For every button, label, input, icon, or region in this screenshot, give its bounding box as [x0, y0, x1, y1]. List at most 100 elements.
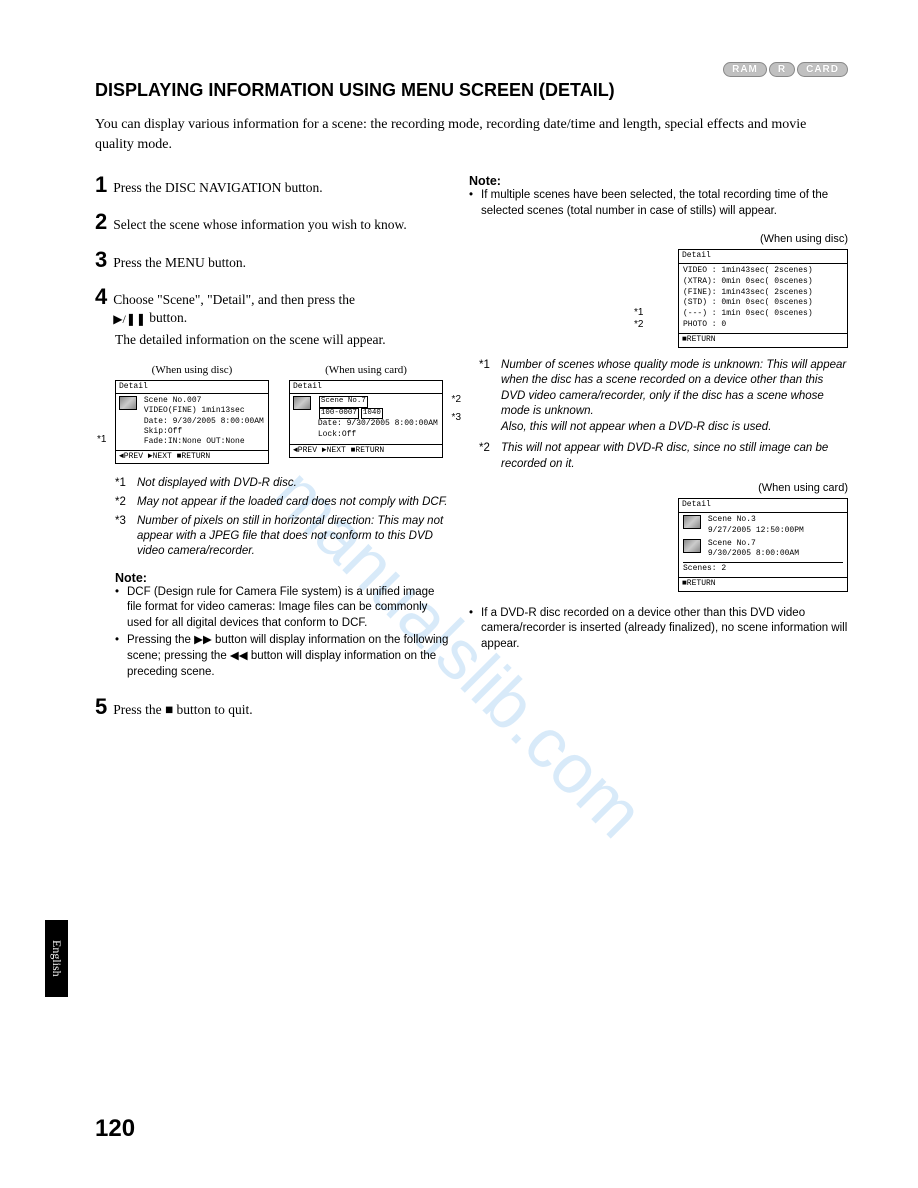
right-disc-body: VIDEO : 1min43sec( 2scenes) (XTRA): 0min…: [679, 264, 847, 333]
step-1-text: Press the DISC NAVIGATION button.: [113, 174, 322, 197]
disc-diagram-wrap: (When using disc) Detail Scene No.007 VI…: [115, 364, 269, 465]
left-note-hdr: Note:: [115, 571, 449, 585]
card-l2a: 100-0007: [319, 408, 359, 420]
card-label: (When using card): [289, 364, 443, 376]
step-4-sub: The detailed information on the scene wi…: [115, 331, 449, 349]
disc-l1: Scene No.007: [144, 396, 202, 405]
card-l1-box: Scene No.7: [319, 396, 368, 408]
rc-l3: Scene No.7: [708, 539, 756, 548]
left-column: 1 Press the DISC NAVIGATION button. 2 Se…: [95, 174, 449, 733]
page-number: 120: [95, 1115, 135, 1143]
step-4-text: Choose "Scene", "Detail", and then press…: [113, 286, 355, 327]
bullet-icon: •: [115, 585, 127, 632]
badge-ram: RAM: [723, 62, 767, 77]
final-note-text: If a DVD-R disc recorded on a device oth…: [481, 606, 848, 653]
rd-l6: PHOTO : 0: [683, 320, 843, 331]
card-thumb-1-icon: [683, 515, 701, 529]
rd-l1: VIDEO : 1min43sec( 2scenes): [683, 266, 843, 277]
fn3-mark: *3: [115, 514, 137, 559]
right-card-caption: (When using card): [469, 482, 848, 494]
step-4-btn-word: button.: [149, 310, 187, 325]
intro-text: You can display various information for …: [95, 115, 848, 154]
step-3-text: Press the MENU button.: [113, 249, 246, 272]
callout-star2-left: *2: [452, 394, 461, 405]
card-footer: ◄PREV ►NEXT ■RETURN: [290, 444, 442, 457]
step-num-5: 5: [95, 696, 107, 718]
card-detail-box: Detail Scene No.7 100-00071040 Date: 9/3…: [289, 380, 443, 459]
rfn2-mark: *2: [479, 441, 501, 472]
step-3: 3 Press the MENU button.: [95, 249, 449, 272]
step-5: 5 Press the ■ button to quit.: [95, 696, 449, 719]
card-l4: Lock:Off: [318, 430, 356, 439]
left-diagrams: *1 (When using disc) Detail Scene No.007…: [115, 364, 449, 465]
stop-icon: ■: [165, 702, 173, 717]
step-4: 4 Choose "Scene", "Detail", and then pre…: [95, 286, 449, 327]
scene-thumb-icon-2: [293, 396, 311, 410]
right-note-hdr: Note:: [469, 174, 848, 188]
right-column: Note: •If multiple scenes have been sele…: [469, 174, 848, 733]
card-l2b: 1040: [361, 408, 383, 420]
step-num-3: 3: [95, 249, 107, 271]
media-badges: RAM R CARD: [723, 62, 848, 77]
callout-star1-right: *1: [634, 307, 643, 318]
right-note-1: If multiple scenes have been selected, t…: [481, 188, 848, 219]
left-note-2: Pressing the ▶▶ button will display info…: [127, 633, 449, 680]
ff-icon: ▶▶: [194, 634, 212, 646]
right-disc-hdr: Detail: [679, 250, 847, 264]
badge-r: R: [769, 62, 795, 77]
disc-label: (When using disc): [115, 364, 269, 376]
rc-l4: 9/30/2005 8:00:00AM: [708, 549, 799, 558]
card-l2: 100-00071040: [318, 408, 384, 417]
right-disc-box: Detail VIDEO : 1min43sec( 2scenes) (XTRA…: [678, 249, 848, 347]
disc-detail-hdr: Detail: [116, 381, 268, 394]
callout-star3-left: *3: [452, 412, 461, 423]
right-card-box: Detail Scene No.3 9/27/2005 12:50:00PM S…: [678, 498, 848, 592]
callout-star1-left: *1: [97, 434, 106, 445]
fn2-mark: *2: [115, 495, 137, 510]
fn2-text: May not appear if the loaded card does n…: [137, 495, 447, 510]
card-l3: Date: 9/30/2005 8:00:00AM: [318, 419, 438, 428]
right-card-footer: ■RETURN: [679, 577, 847, 591]
rfn1a: Number of scenes whose quality mode is u…: [501, 359, 763, 371]
rc-l1: Scene No.3: [708, 515, 756, 524]
card-thumb-2-icon: [683, 539, 701, 553]
callout-star2-right: *2: [634, 319, 643, 330]
bullet-icon-2: •: [115, 633, 127, 680]
right-card-hdr: Detail: [679, 499, 847, 513]
rd-l4: (STD) : 0min 0sec( 0scenes): [683, 298, 843, 309]
card-detail-body: Scene No.7 100-00071040 Date: 9/30/2005 …: [290, 394, 442, 444]
badge-card: CARD: [797, 62, 848, 77]
disc-l3: Date: 9/30/2005 8:00:00AM: [144, 417, 264, 426]
fn3-text: Number of pixels on still in horizontal …: [137, 514, 449, 559]
right-disc-caption: (When using disc): [469, 233, 848, 245]
rfn1c: Also, this will not appear when a DVD-R …: [501, 421, 771, 433]
disc-footer: ◄PREV ►NEXT ■RETURN: [116, 450, 268, 463]
step-num-1: 1: [95, 174, 107, 196]
card-l1: Scene No.7: [318, 396, 369, 405]
right-footnotes: *1 Number of scenes whose quality mode i…: [479, 358, 848, 473]
rd-l2: (XTRA): 0min 0sec( 0scenes): [683, 277, 843, 288]
disc-detail-box: Detail Scene No.007 VIDEO(FINE) 1min13se…: [115, 380, 269, 465]
disc-detail-body: Scene No.007 VIDEO(FINE) 1min13sec Date:…: [116, 394, 268, 450]
card-diagram-wrap: *2 *3 (When using card) Detail Scene No.…: [289, 364, 443, 465]
language-tab: English: [45, 920, 68, 997]
left-note-1: DCF (Design rule for Camera File system)…: [127, 585, 449, 632]
right-card-body: Scene No.3 9/27/2005 12:50:00PM Scene No…: [679, 513, 847, 577]
rfn2-text: This will not appear with DVD-R disc, si…: [501, 441, 848, 472]
step-num-4: 4: [95, 286, 107, 308]
left-note-list: •DCF (Design rule for Camera File system…: [115, 585, 449, 680]
disc-l4: Skip:Off: [144, 427, 182, 436]
page-title: DISPLAYING INFORMATION USING MENU SCREEN…: [95, 80, 848, 101]
bullet-icon-r1: •: [469, 188, 481, 219]
fn1-text: Not displayed with DVD-R disc.: [137, 476, 297, 491]
fn1-mark: *1: [115, 476, 137, 491]
rc-l5: Scenes: 2: [683, 562, 843, 575]
bullet-icon-final: •: [469, 606, 481, 653]
rfn1-mark: *1: [479, 358, 501, 436]
ln2a: Pressing the: [127, 634, 194, 646]
right-disc-footer: ■RETURN: [679, 333, 847, 347]
rd-l5: (---) : 1min 0sec( 0scenes): [683, 309, 843, 320]
step-1: 1 Press the DISC NAVIGATION button.: [95, 174, 449, 197]
scene-thumb-icon: [119, 396, 137, 410]
rw-icon: ◀◀: [230, 650, 248, 662]
